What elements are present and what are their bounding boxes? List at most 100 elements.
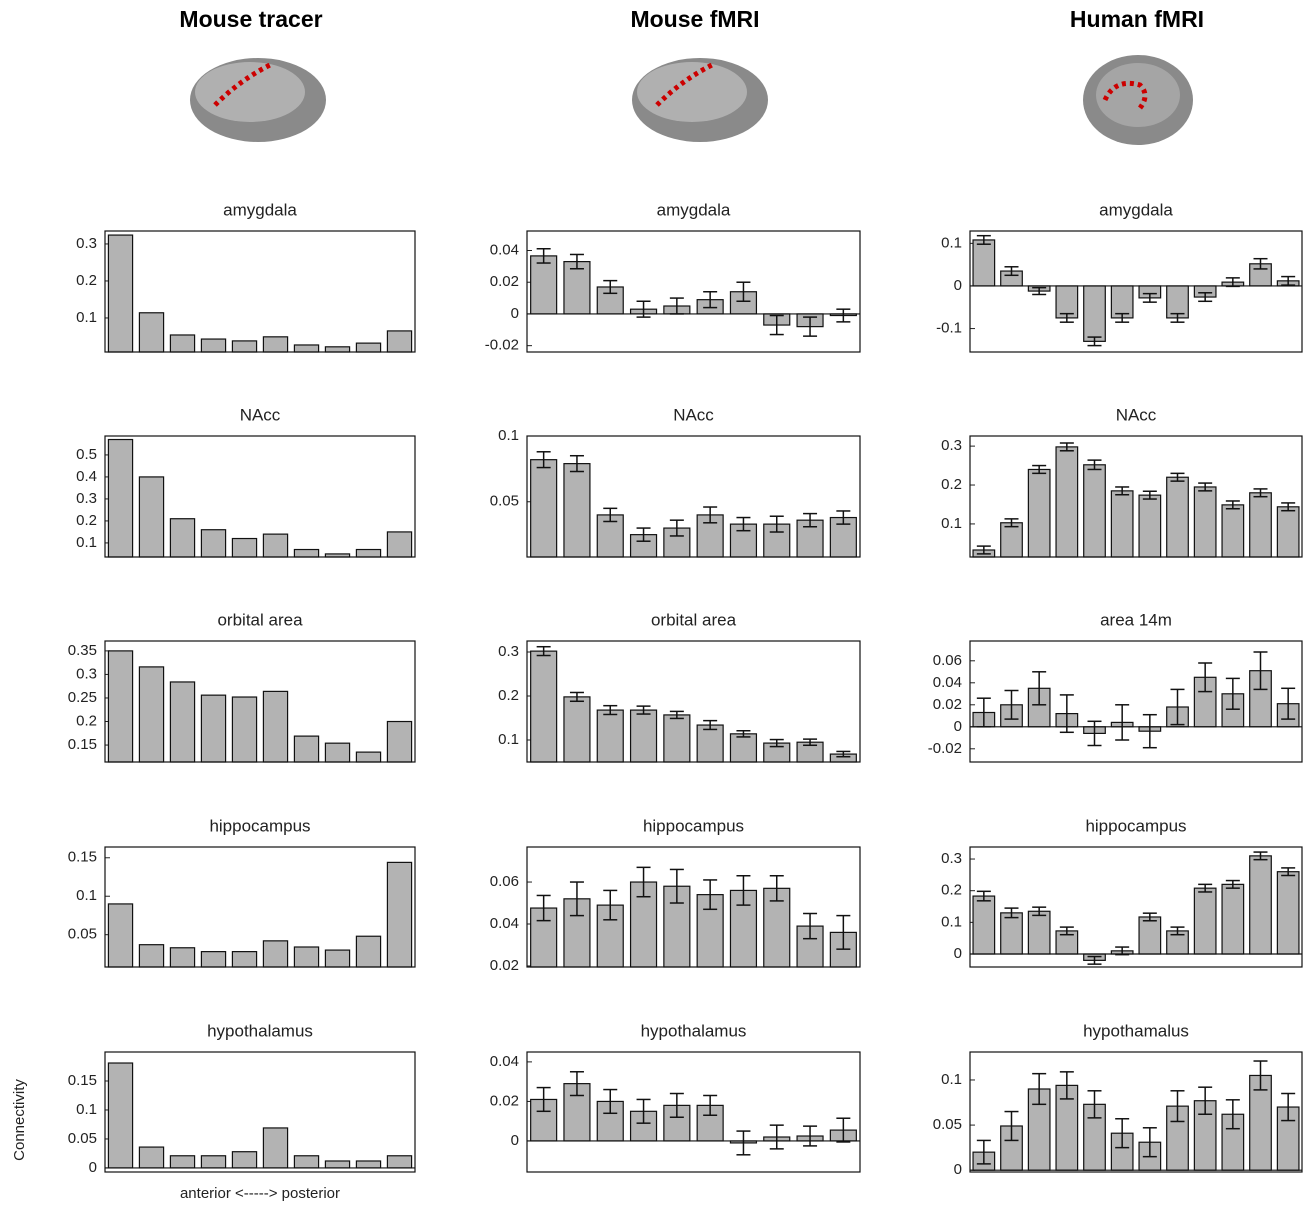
- bar: [263, 941, 287, 967]
- bar: [232, 341, 256, 352]
- y-tick-label: -0.02: [928, 740, 962, 757]
- y-tick-label: 0.3: [941, 437, 962, 454]
- bar: [201, 695, 225, 762]
- bar: [1001, 523, 1023, 557]
- bar: [294, 550, 318, 557]
- column-title: Mouse tracer: [179, 6, 322, 32]
- y-tick-label: 0.2: [76, 512, 97, 529]
- bar: [263, 1128, 287, 1168]
- bar: [531, 460, 557, 557]
- y-tick-label: 0.15: [68, 849, 97, 866]
- y-tick-label: 0.25: [68, 689, 97, 706]
- brain-icon: [632, 58, 768, 142]
- y-tick-label: 0.35: [68, 642, 97, 659]
- bar: [139, 667, 163, 762]
- bar: [1222, 505, 1244, 557]
- y-tick-label: 0: [511, 305, 519, 322]
- bar: [263, 337, 287, 352]
- bar: [1277, 872, 1299, 954]
- y-tick-label: 0.2: [76, 712, 97, 729]
- y-tick-label: 0.1: [76, 1101, 97, 1118]
- y-tick-label: 0.05: [68, 926, 97, 943]
- y-tick-label: 0.1: [498, 427, 519, 444]
- y-tick-label: 0.3: [76, 235, 97, 252]
- x-axis-label: anterior <-----> posterior: [180, 1185, 340, 1202]
- chart-title: NAcc: [673, 405, 714, 424]
- chart-title: orbital area: [651, 610, 737, 629]
- y-tick-label: 0: [89, 1159, 97, 1176]
- bar: [1001, 913, 1023, 954]
- y-tick-label: 0.3: [76, 665, 97, 682]
- bar: [232, 697, 256, 762]
- y-tick-label: 0.04: [933, 674, 962, 691]
- y-tick-label: 0.2: [941, 476, 962, 493]
- figure: Mouse tracer Mouse fMRI Human fMRI amygd…: [0, 0, 1309, 1207]
- y-tick-label: 0.04: [490, 915, 519, 932]
- bar: [387, 331, 411, 352]
- y-tick-label: 0.3: [498, 643, 519, 660]
- bar: [325, 347, 349, 352]
- column-title: Human fMRI: [1070, 6, 1204, 32]
- bar: [730, 734, 756, 762]
- y-tick-label: 0.02: [490, 273, 519, 290]
- y-tick-label: 0.06: [490, 873, 519, 890]
- bar: [1194, 487, 1216, 557]
- chart-title: amygdala: [657, 200, 731, 219]
- bar: [201, 952, 225, 967]
- chart-title: amygdala: [223, 200, 297, 219]
- bar: [201, 1156, 225, 1168]
- y-tick-label: 0: [954, 277, 962, 294]
- bar: [1139, 917, 1161, 954]
- bar: [564, 464, 590, 557]
- y-axis-label: Connectivity: [11, 1079, 28, 1161]
- chart-title: hypothalamus: [641, 1021, 747, 1040]
- bar: [1111, 491, 1133, 557]
- bar: [325, 950, 349, 967]
- y-tick-label: 0.02: [933, 696, 962, 713]
- y-tick-label: 0.5: [76, 446, 97, 463]
- bar: [108, 904, 132, 967]
- y-tick-label: 0.1: [941, 1071, 962, 1088]
- bar: [108, 440, 132, 557]
- y-tick-label: 0.2: [941, 882, 962, 899]
- bar: [387, 862, 411, 967]
- y-tick-label: 0: [954, 1161, 962, 1178]
- y-tick-label: 0.05: [68, 1130, 97, 1147]
- bar: [325, 743, 349, 762]
- bar: [294, 345, 318, 352]
- bar: [973, 896, 995, 954]
- bar: [170, 682, 194, 762]
- bar: [597, 710, 623, 762]
- bar: [973, 240, 995, 286]
- chart-title: hypothalamus: [207, 1021, 313, 1040]
- y-tick-label: 0.1: [498, 731, 519, 748]
- y-tick-label: 0.04: [490, 1053, 519, 1070]
- bar: [108, 651, 132, 762]
- y-tick-label: 0.2: [76, 272, 97, 289]
- bar: [1250, 856, 1272, 954]
- y-tick-label: 0.05: [933, 1116, 962, 1133]
- chart-title: hippocampus: [1085, 816, 1186, 835]
- bar: [294, 947, 318, 967]
- bar: [1084, 286, 1106, 341]
- bar: [170, 519, 194, 557]
- bar: [108, 1063, 132, 1168]
- bar: [356, 550, 380, 557]
- y-tick-label: -0.02: [485, 337, 519, 354]
- bar: [1028, 911, 1050, 954]
- y-tick-label: 0.15: [68, 1072, 97, 1089]
- bar: [1028, 469, 1050, 557]
- bar: [1167, 477, 1189, 557]
- axes-box: [970, 231, 1302, 352]
- bar: [201, 339, 225, 352]
- bar: [387, 722, 411, 762]
- chart-title: hippocampus: [643, 816, 744, 835]
- bar: [108, 235, 132, 352]
- y-tick-label: 0: [511, 1132, 519, 1149]
- y-tick-label: 0: [954, 945, 962, 962]
- y-tick-label: 0.1: [941, 234, 962, 251]
- bar: [139, 313, 163, 352]
- bar: [564, 697, 590, 762]
- y-tick-label: 0.15: [68, 736, 97, 753]
- bar: [263, 691, 287, 762]
